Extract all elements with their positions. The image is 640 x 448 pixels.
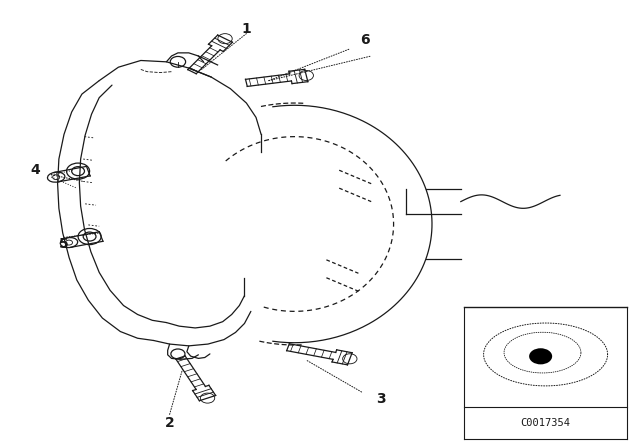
Circle shape — [529, 348, 552, 364]
Text: 3: 3 — [376, 392, 386, 406]
Text: 5: 5 — [59, 237, 69, 251]
Text: 1: 1 — [241, 22, 252, 36]
Text: 4: 4 — [30, 163, 40, 177]
Text: 6: 6 — [360, 33, 370, 47]
Text: 2: 2 — [164, 416, 175, 431]
Text: C0017354: C0017354 — [520, 418, 571, 428]
